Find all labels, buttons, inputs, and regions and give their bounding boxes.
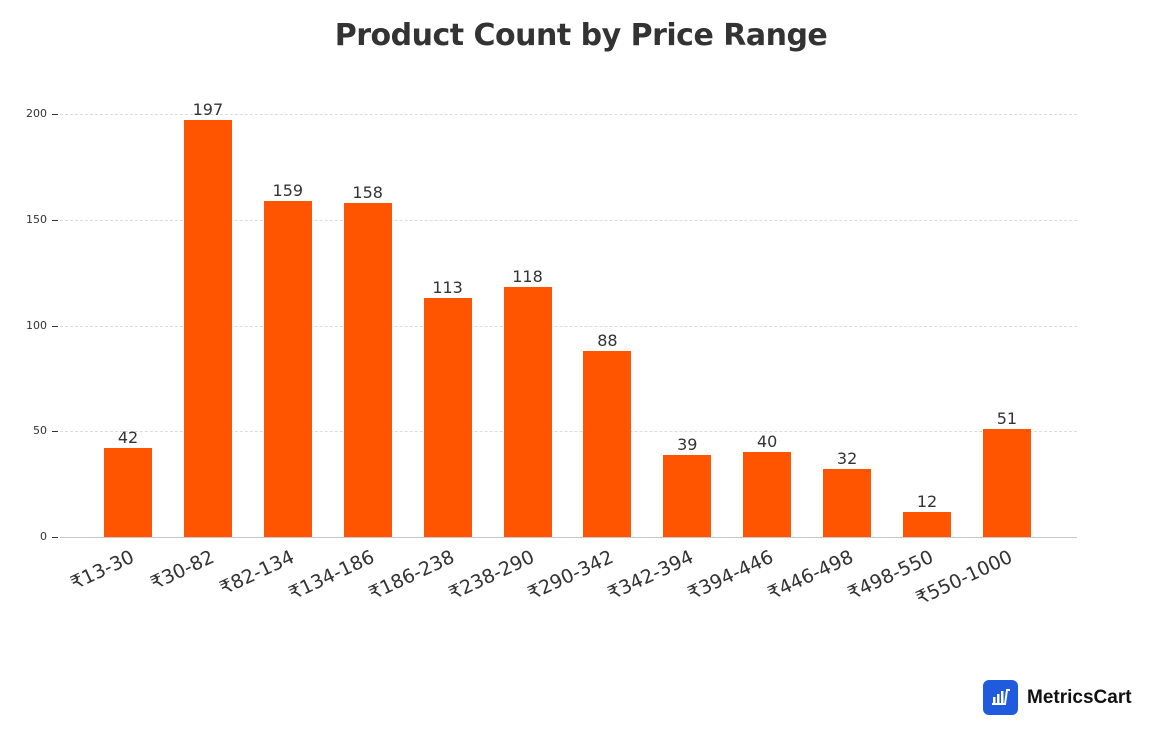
y-tick-mark [52,325,58,327]
x-axis-line [60,537,1077,538]
gridline [60,114,1077,115]
y-tick-mark [52,431,58,433]
x-tick-label: ₹134-186 [285,546,378,605]
bar [503,287,552,537]
bar-chart-cart-icon [983,680,1018,715]
brand-logo: MetricsCart [983,680,1132,715]
brand-name: MetricsCart [1027,686,1132,708]
bar-value-label: 88 [597,330,618,350]
x-tick-label: ₹13-30 [67,546,138,595]
bar [823,469,872,537]
gridline [60,219,1077,221]
bar-value-label: 40 [757,432,778,452]
x-tick-label: ₹186-238 [365,546,458,605]
bar-value-label: 159 [272,180,304,200]
bar [982,429,1031,537]
y-tick-label: 100 [26,318,47,332]
bar-value-label: 32 [836,449,858,469]
bar-value-label: 197 [192,100,224,120]
y-tick-label: 150 [26,212,47,226]
bar [903,511,951,537]
x-tick-label: ₹290-342 [524,546,618,605]
bar [743,452,792,537]
y-tick-mark [52,537,58,538]
bar [583,350,632,537]
bar-value-label: 51 [996,409,1018,429]
bar-value-label: 42 [117,428,139,448]
x-tick-label: ₹342-394 [604,546,698,605]
bar-value-label: 39 [677,434,698,454]
bar [104,448,152,537]
x-tick-label: ₹394-446 [684,546,777,605]
bar [663,454,712,537]
bar [183,120,232,537]
y-tick-label: 50 [33,424,47,438]
bar-value-label: 12 [916,491,938,511]
bar [263,200,312,537]
y-tick-label: 0 [40,530,47,543]
bar-value-label: 118 [512,267,543,287]
y-tick-mark [52,219,58,221]
x-tick-label: ₹446-498 [764,546,857,605]
y-tick-mark [52,114,58,115]
bar [343,202,392,537]
chart-title: Product Count by Price Range [334,18,828,53]
x-tick-label: ₹30-82 [147,546,218,595]
x-tick-label: ₹82-134 [216,546,298,600]
x-tick-label: ₹238-290 [445,546,538,605]
bar-value-label: 113 [432,278,463,297]
gridline [60,325,1077,327]
bar [423,298,472,537]
gridline [60,431,1077,433]
bar-value-label: 158 [352,182,383,202]
y-tick-label: 200 [26,107,47,120]
